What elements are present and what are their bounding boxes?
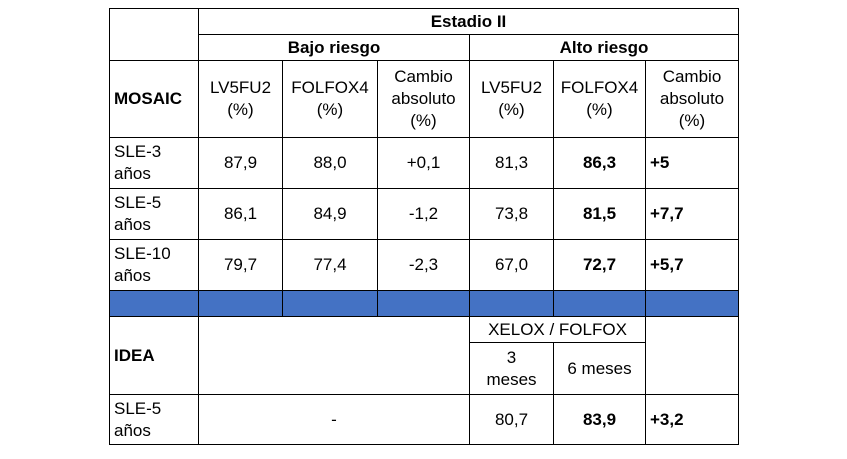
- cell: 88,0: [282, 137, 378, 189]
- cell: 86,1: [198, 188, 283, 240]
- cell: +3,2: [645, 394, 739, 445]
- high-risk-header: Alto riesgo: [469, 34, 739, 61]
- separator-row: [109, 290, 739, 317]
- low-risk-header: Bajo riesgo: [198, 34, 470, 61]
- idea-empty-cell: [198, 316, 470, 395]
- idea-duration-6: 6 meses: [553, 342, 646, 395]
- cell: -2,3: [377, 239, 470, 291]
- table-row: SLE-5 años 86,1 84,9 -1,2 73,8 81,5 +7,7: [109, 188, 739, 240]
- idea-label: IDEA: [109, 316, 199, 395]
- cell: 81,3: [469, 137, 554, 189]
- col-change-high: Cambio absoluto (%): [645, 60, 739, 138]
- col-lv5fu2-low: LV5FU2 (%): [198, 60, 283, 138]
- table-row: SLE-10 años 79,7 77,4 -2,3 67,0 72,7 +5,7: [109, 239, 739, 291]
- idea-low-dash: -: [198, 394, 470, 445]
- cell: +5,7: [645, 239, 739, 291]
- cell: +0,1: [377, 137, 470, 189]
- col-change-low: Cambio absoluto (%): [377, 60, 470, 138]
- cell: 73,8: [469, 188, 554, 240]
- col-folfox4-low: FOLFOX4 (%): [282, 60, 378, 138]
- cell: -1,2: [377, 188, 470, 240]
- cell: 87,9: [198, 137, 283, 189]
- table-row: SLE-5 años - 80,7 83,9 +3,2: [109, 394, 739, 445]
- cell: 80,7: [469, 394, 554, 445]
- results-table: Estadio II Bajo riesgo Alto riesgo MOSAI…: [109, 8, 739, 445]
- row-label: SLE-5 años: [109, 188, 199, 240]
- col-folfox4-high: FOLFOX4 (%): [553, 60, 646, 138]
- cell: 86,3: [553, 137, 646, 189]
- row-label: SLE-5 años: [109, 394, 199, 445]
- idea-change-empty: [645, 316, 739, 395]
- cell: 77,4: [282, 239, 378, 291]
- corner-cell: [109, 8, 199, 61]
- cell: 83,9: [553, 394, 646, 445]
- cell: +7,7: [645, 188, 739, 240]
- idea-regimen: XELOX / FOLFOX: [469, 316, 646, 343]
- cell: 72,7: [553, 239, 646, 291]
- row-label: SLE-3 años: [109, 137, 199, 189]
- col-lv5fu2-high: LV5FU2 (%): [469, 60, 554, 138]
- cell: 67,0: [469, 239, 554, 291]
- row-label: SLE-10 años: [109, 239, 199, 291]
- stage-header: Estadio II: [198, 8, 739, 35]
- cell: 81,5: [553, 188, 646, 240]
- cell: +5: [645, 137, 739, 189]
- mosaic-label: MOSAIC: [109, 60, 199, 138]
- cell: 84,9: [282, 188, 378, 240]
- cell: 79,7: [198, 239, 283, 291]
- idea-duration-3: 3 meses: [469, 342, 554, 395]
- table-row: SLE-3 años 87,9 88,0 +0,1 81,3 86,3 +5: [109, 137, 739, 189]
